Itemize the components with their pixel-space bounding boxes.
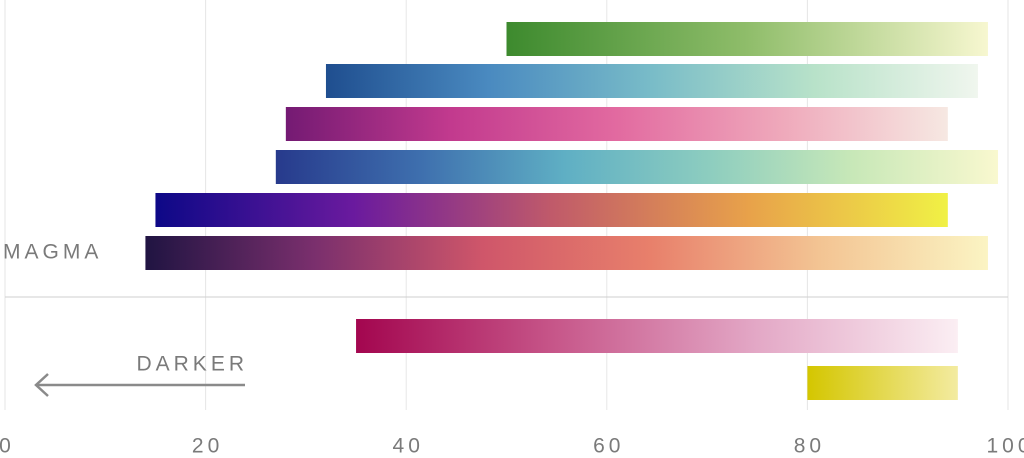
bar [285,107,948,141]
bar-label: MAGMA [3,241,102,264]
annotation: DARKER [136,353,248,376]
bar [275,150,998,184]
x-tick-label: 0 [0,435,15,458]
bar [155,193,948,227]
x-tick-label: 80 [794,435,825,458]
bar [506,22,988,56]
x-tick-label: 20 [192,435,223,458]
arrow-head [34,373,49,397]
bar [325,64,978,98]
bar [145,236,988,270]
bars [145,22,998,400]
bar [356,319,958,353]
x-tick-label: 100 [986,435,1024,458]
x-tick-label: 60 [593,435,624,458]
x-tick-label: 40 [393,435,424,458]
bar [807,366,958,400]
arrow [34,373,245,397]
